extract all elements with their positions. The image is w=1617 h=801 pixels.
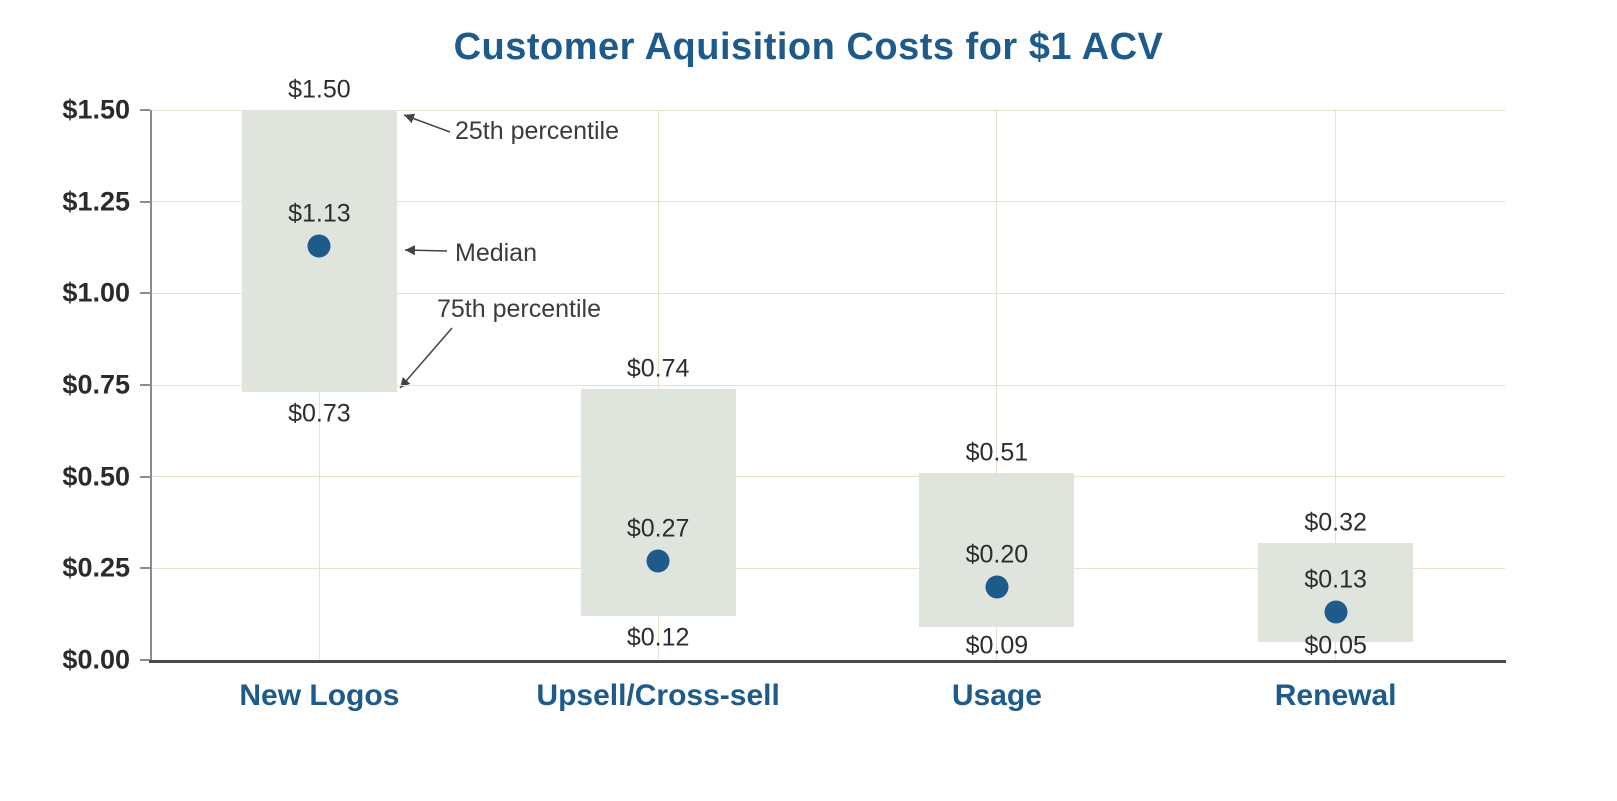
y-axis-tick-mark <box>140 384 150 386</box>
chart-title: Customer Aquisition Costs for $1 ACV <box>453 26 1164 68</box>
p25-value-label: $1.50 <box>288 75 351 104</box>
median-dot <box>307 234 331 258</box>
y-axis-tick-mark <box>140 200 150 203</box>
y-axis-tick-label: $1.50 <box>62 94 130 125</box>
median-value-label: $0.27 <box>626 514 690 543</box>
y-axis-tick-mark <box>140 475 150 478</box>
x-axis-category-label: Renewal <box>1274 679 1397 712</box>
x-axis-category-label: Upsell/Cross-sell <box>536 679 780 712</box>
p25-value-label: $0.74 <box>626 354 690 383</box>
h-gridline <box>150 384 1505 386</box>
p25-value-label: $0.51 <box>965 438 1029 467</box>
y-axis-tick-mark <box>140 109 150 111</box>
median-dot <box>1324 600 1348 624</box>
h-gridline <box>150 201 1505 203</box>
y-axis-tick-mark <box>140 292 150 295</box>
median-dot <box>985 575 1009 599</box>
p25-value-label: $0.32 <box>1304 508 1367 537</box>
p75-value-label: $0.12 <box>626 623 690 652</box>
arrow-to-75th-percentile <box>399 327 453 389</box>
iqr-box <box>919 473 1075 627</box>
p75-value-label: $0.73 <box>288 399 351 428</box>
x-axis-category-label: New Logos <box>239 679 400 712</box>
p75-value-label: $0.05 <box>1304 631 1367 660</box>
h-gridline <box>150 109 1505 111</box>
median-value-label: $0.13 <box>1304 565 1367 594</box>
arrow-to-median <box>404 245 448 256</box>
h-gridline <box>150 292 1505 294</box>
y-axis-tick-mark <box>140 659 150 661</box>
median-value-label: $1.13 <box>288 199 351 228</box>
annotation-median: Median <box>455 239 537 267</box>
x-axis-line <box>149 660 1506 663</box>
arrow-to-25th-percentile <box>403 113 451 133</box>
h-gridline <box>150 567 1505 569</box>
y-axis-tick-label: $0.75 <box>62 369 130 400</box>
y-axis-tick-label: $0.00 <box>62 644 130 675</box>
h-gridline <box>150 476 1505 478</box>
y-axis-tick-label: $0.25 <box>62 552 130 583</box>
v-gridline <box>996 110 998 660</box>
iqr-box <box>580 388 736 616</box>
x-axis-category-label: Usage <box>951 679 1042 712</box>
p75-value-label: $0.09 <box>965 631 1029 660</box>
median-dot <box>646 549 670 573</box>
annotation-75th-percentile: 75th percentile <box>437 295 602 323</box>
y-axis-tick-label: $1.00 <box>62 277 130 308</box>
y-axis-tick-label: $1.25 <box>62 186 130 217</box>
y-axis-tick-mark <box>140 567 150 570</box>
annotation-25th-percentile: 25th percentile <box>455 117 620 145</box>
y-axis-tick-label: $0.50 <box>62 461 130 492</box>
v-gridline <box>1335 110 1337 660</box>
y-axis-line <box>150 110 152 660</box>
iqr-box <box>1258 542 1414 642</box>
median-value-label: $0.20 <box>965 540 1029 569</box>
v-gridline <box>657 110 659 660</box>
